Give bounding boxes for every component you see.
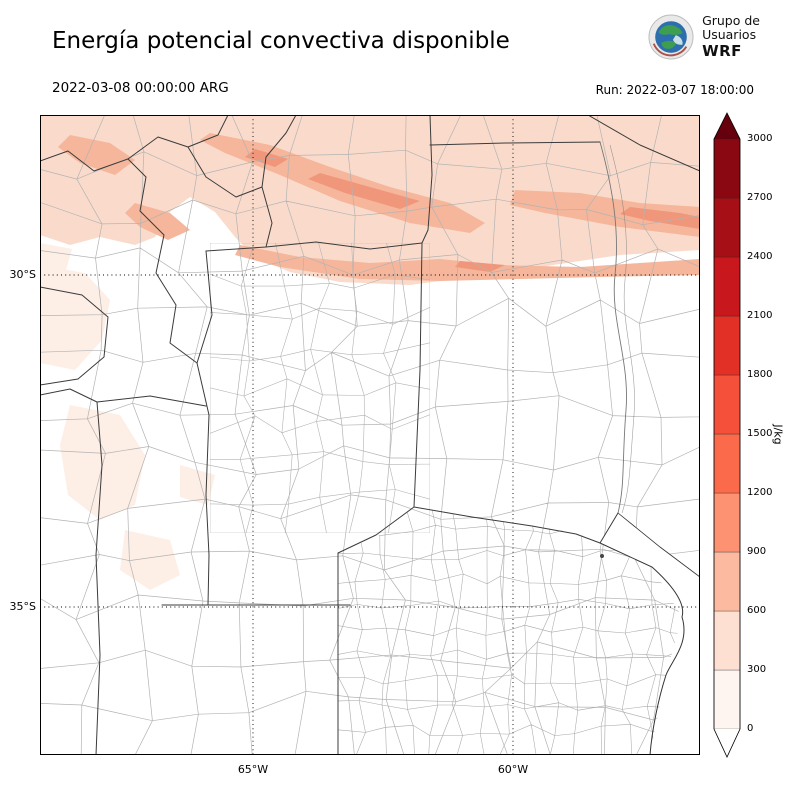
cape-shading (40, 115, 700, 590)
longitude-label: 60°W (497, 763, 529, 776)
department-boundaries (40, 115, 700, 755)
colorbar-tick-label: 2700 (747, 192, 773, 203)
parana-river (599, 141, 635, 514)
colorbar-tick-label: 3000 (747, 133, 773, 144)
map-canvas (40, 115, 700, 755)
logo-line-1: Grupo de (702, 13, 760, 28)
colorbar-segments (713, 138, 741, 730)
latitude-label: 35°S (9, 600, 36, 613)
colorbar-under-arrow (714, 729, 740, 757)
wrf-logo: Grupo de Usuarios WRF (648, 13, 760, 60)
colorbar-tick-label: 300 (747, 664, 767, 675)
page-title: Energía potencial convectiva disponible (52, 28, 510, 54)
colorbar-tick-label: 2100 (747, 310, 773, 321)
colorbar-tick-label: 900 (747, 546, 767, 557)
colorbar-tick-label: 1800 (747, 369, 773, 380)
logo-line-2: Usuarios (702, 27, 757, 43)
colorbar-tick-label: 1500 (747, 428, 773, 439)
map-border (40, 115, 700, 755)
rio-de-la-plata-water (599, 512, 700, 755)
colorbar-bar (713, 112, 741, 758)
lat-lon-gridlines (40, 115, 700, 755)
colorbar-unit-label: J/kg (771, 424, 785, 445)
colorbar-outline (713, 112, 741, 758)
run-time-label: Run: 2022-03-07 18:00:00 (595, 83, 754, 97)
globe-icon (648, 14, 694, 60)
logo-text: Grupo de Usuarios WRF (702, 13, 760, 60)
colorbar-over-arrow (714, 113, 740, 139)
map-frame (40, 115, 700, 755)
logo-line-3: WRF (702, 41, 742, 60)
colorbar-tick-label: 600 (747, 605, 767, 616)
colorbar (711, 112, 743, 762)
province-boundaries (40, 115, 700, 755)
latitude-label: 30°S (9, 268, 36, 281)
colorbar-tick-label: 2400 (747, 251, 773, 262)
colorbar-tick-label: 0 (747, 723, 754, 734)
longitude-label: 65°W (237, 763, 269, 776)
colorbar-tick-label: 1200 (747, 487, 773, 498)
buenos-aires-city-marker (600, 554, 604, 558)
valid-time-label: 2022-03-08 00:00:00 ARG (52, 80, 229, 96)
